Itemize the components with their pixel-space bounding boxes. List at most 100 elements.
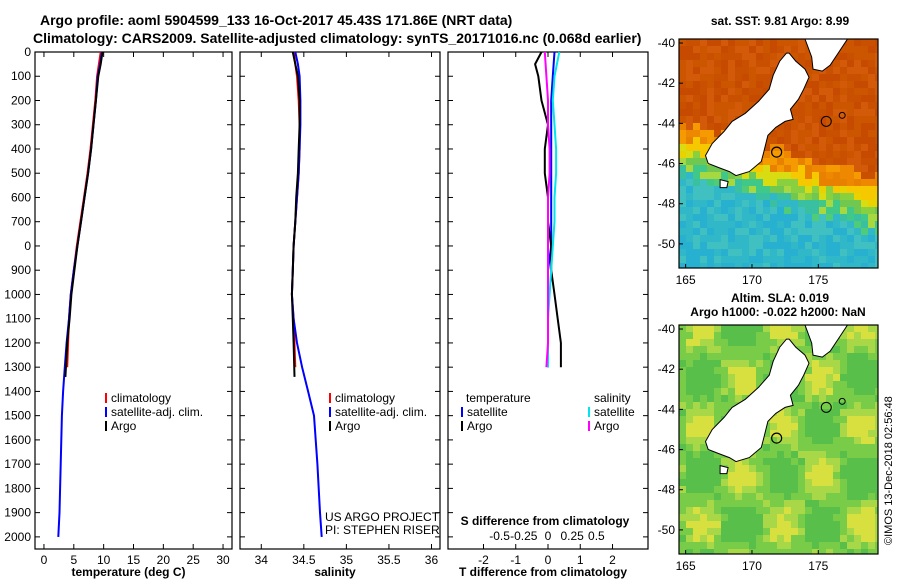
sst-map-cell — [707, 102, 715, 110]
sla-map-cell — [679, 374, 687, 382]
sst-map-cell — [868, 193, 876, 201]
sla-map-cell — [735, 493, 743, 501]
bathymetry-contour — [820, 401, 832, 413]
sla-map-cell — [798, 430, 806, 438]
sst-map-cell — [798, 60, 806, 68]
salinity-xtick-label: 36 — [425, 553, 439, 567]
sla-map-cell — [721, 458, 729, 466]
sst-map-cell — [686, 228, 694, 236]
sst-map-cell — [875, 130, 878, 138]
sla-map-cell — [707, 339, 715, 347]
sla-map-cell — [861, 528, 869, 536]
sla-map-cell — [749, 381, 757, 389]
sst-map-cell — [868, 186, 876, 194]
sla-map-cell — [791, 549, 799, 554]
sla-map-cell — [826, 353, 834, 361]
sst-map-cell — [805, 179, 813, 187]
sst-map-cell — [847, 130, 855, 138]
sst-map-cell — [721, 116, 729, 124]
sst-map-cell — [854, 109, 862, 117]
sst-map-cell — [777, 46, 785, 54]
sla-map-cell — [847, 521, 855, 529]
sla-map-cell — [763, 507, 771, 515]
sst-map-cell — [707, 242, 715, 250]
sla-map-cell — [861, 339, 869, 347]
sla-map-cell — [714, 416, 722, 424]
sst-map-cell — [833, 221, 841, 229]
sst-map-cell — [756, 235, 764, 243]
sst-map-cell — [805, 186, 813, 194]
sst-map-cell — [707, 221, 715, 229]
sla-map-cell — [791, 325, 799, 333]
sst-map-cell — [784, 137, 792, 145]
sla-map-cell — [798, 542, 806, 550]
sla-map-cell — [728, 388, 736, 396]
sst-map-cell — [833, 144, 841, 152]
sla-map-cell — [735, 514, 743, 522]
sst-map-cell — [833, 137, 841, 145]
sst-map-cell — [700, 158, 708, 166]
sst-map-cell — [798, 207, 806, 215]
sla-map-cell — [868, 437, 876, 445]
sla-map-cell — [756, 479, 764, 487]
sla-map-cell — [763, 500, 771, 508]
sst-map-cell — [742, 102, 750, 110]
sst-map-cell — [805, 228, 813, 236]
depth-tick-label: 100 — [11, 69, 31, 83]
sst-map-cell — [784, 242, 792, 250]
south-island-shape — [704, 338, 810, 463]
sla-map-cell — [868, 367, 876, 375]
sst-map-cell — [777, 207, 785, 215]
sst-map-cell — [728, 53, 736, 61]
sla-map-cell — [805, 339, 813, 347]
sst-map-cell — [728, 95, 736, 103]
sla-map-cell — [693, 535, 701, 543]
sla-map-cell — [707, 465, 715, 473]
sst-map-cell — [693, 158, 701, 166]
sla-map-cell — [826, 528, 834, 536]
sst-map-cell — [826, 235, 834, 243]
sla-map-cell — [805, 451, 813, 459]
sst-map-cell — [847, 144, 855, 152]
sla-map-cell — [693, 388, 701, 396]
sst-map-cell — [875, 249, 878, 257]
sla-map-cell — [728, 381, 736, 389]
sst-map-cell — [693, 221, 701, 229]
sst-map-cell — [791, 186, 799, 194]
sst-map-cell — [707, 172, 715, 180]
sst-map-cell — [763, 53, 771, 61]
difference-s-axis: S difference from climatology-0.5 -0.25 0.… — [461, 514, 630, 543]
sst-map-cell — [868, 151, 876, 159]
sla-map-cell — [728, 395, 736, 403]
sla-map-cell — [700, 514, 708, 522]
sla-map-cell — [735, 479, 743, 487]
sla-map-cell — [840, 360, 848, 368]
sst-map-cell — [700, 46, 708, 54]
sst-map-cell — [861, 249, 869, 257]
sla-map-cell — [826, 381, 834, 389]
panel-difference: -2 -1 0 1 2T difference from climatology — [447, 51, 649, 579]
sla-map-cell — [707, 325, 715, 333]
sst-map-cell — [770, 193, 778, 201]
sla-map-cell — [840, 451, 848, 459]
sla-map-cell — [735, 325, 743, 333]
sst-map-cell — [833, 158, 841, 166]
sst-map-cell — [714, 67, 722, 75]
sla-map-cell — [868, 416, 876, 424]
legend-diff-salinity-item-label: Argo — [594, 419, 620, 433]
sst-map-cell — [784, 46, 792, 54]
sst-map-cell — [805, 158, 813, 166]
sla-map-cell — [700, 465, 708, 473]
sla-map-cell — [763, 325, 771, 333]
sst-map-cell — [847, 39, 855, 47]
sla-map-cell — [770, 507, 778, 515]
sla-map-cell — [854, 381, 862, 389]
sst-map-cell — [819, 263, 827, 268]
legend-diff-temperature-header: temperature — [466, 391, 531, 405]
sla-map-cell — [707, 521, 715, 529]
sst-map-cell — [742, 46, 750, 54]
sst-map-cell — [833, 172, 841, 180]
sst-map-cell — [805, 53, 813, 61]
sst-map-cell — [707, 53, 715, 61]
sst-map-cell — [777, 137, 785, 145]
